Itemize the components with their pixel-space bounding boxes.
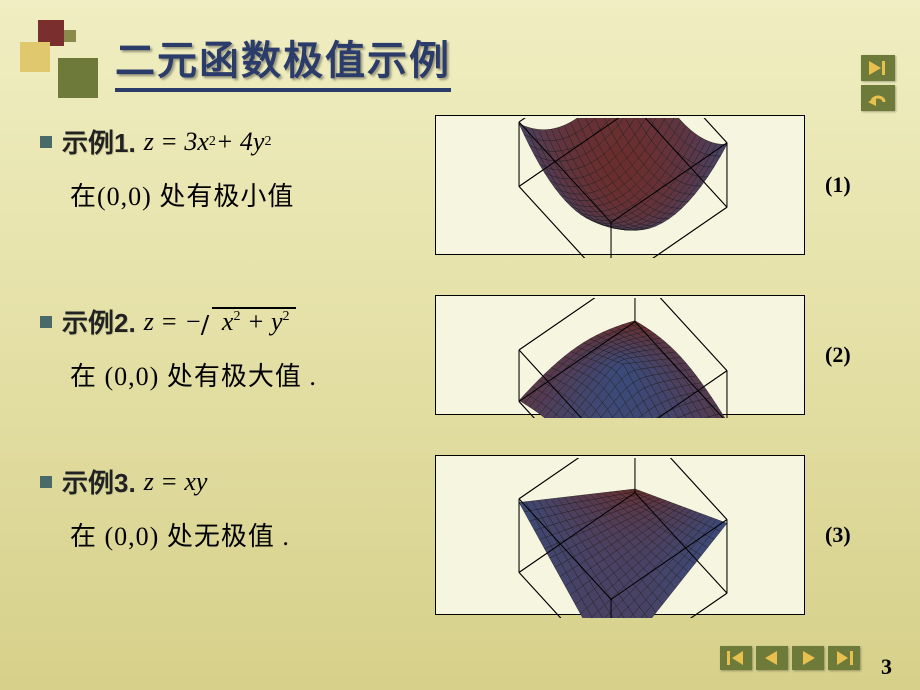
example-row-3: 示例3. z = xy 在 (0,0) 处无极值 . (3)	[40, 455, 880, 615]
nav-first-button[interactable]	[720, 646, 752, 670]
content: 示例1. z = 3x2 + 4y2 在(0,0) 处有极小值 (1) 示例2.…	[40, 115, 880, 615]
bullet-icon	[40, 136, 52, 148]
example-label: 示例1.	[62, 123, 136, 160]
graph-label: (2)	[825, 342, 851, 368]
example-formula: z = 3x2 + 4y2	[144, 127, 272, 157]
example-row-2: 示例2. z = − x2 + y2 在 (0,0) 处有极大值 . (2)	[40, 295, 880, 415]
nav-return-button[interactable]	[861, 85, 895, 111]
example-label: 示例2.	[62, 303, 136, 340]
graph-label: (1)	[825, 172, 851, 198]
nav-bottom	[720, 646, 860, 670]
nav-prev-button[interactable]	[756, 646, 788, 670]
example-label: 示例3.	[62, 463, 136, 500]
example-row-1: 示例1. z = 3x2 + 4y2 在(0,0) 处有极小值 (1)	[40, 115, 880, 255]
graph-box-3	[435, 455, 805, 615]
nav-last-button[interactable]	[828, 646, 860, 670]
example-desc: 在 (0,0) 处无极值 .	[70, 516, 435, 553]
nav-forward-button[interactable]	[861, 55, 895, 81]
bullet-icon	[40, 476, 52, 488]
example-formula: z = xy	[144, 467, 208, 497]
page-title: 二元函数极值示例	[115, 28, 451, 92]
graph-label: (3)	[825, 522, 851, 548]
graph-box-1	[435, 115, 805, 255]
page-number: 3	[881, 654, 892, 680]
example-desc: 在 (0,0) 处有极大值 .	[70, 356, 435, 393]
corner-ornament	[20, 20, 100, 100]
example-formula: z = − x2 + y2	[144, 307, 294, 337]
nav-top	[861, 55, 895, 115]
nav-next-button[interactable]	[792, 646, 824, 670]
graph-box-2	[435, 295, 805, 415]
example-desc: 在(0,0) 处有极小值	[70, 176, 435, 213]
bullet-icon	[40, 316, 52, 328]
slide: 二元函数极值示例 示例1. z = 3x2 + 4y2 在(0,0) 处有极小值…	[0, 0, 920, 690]
